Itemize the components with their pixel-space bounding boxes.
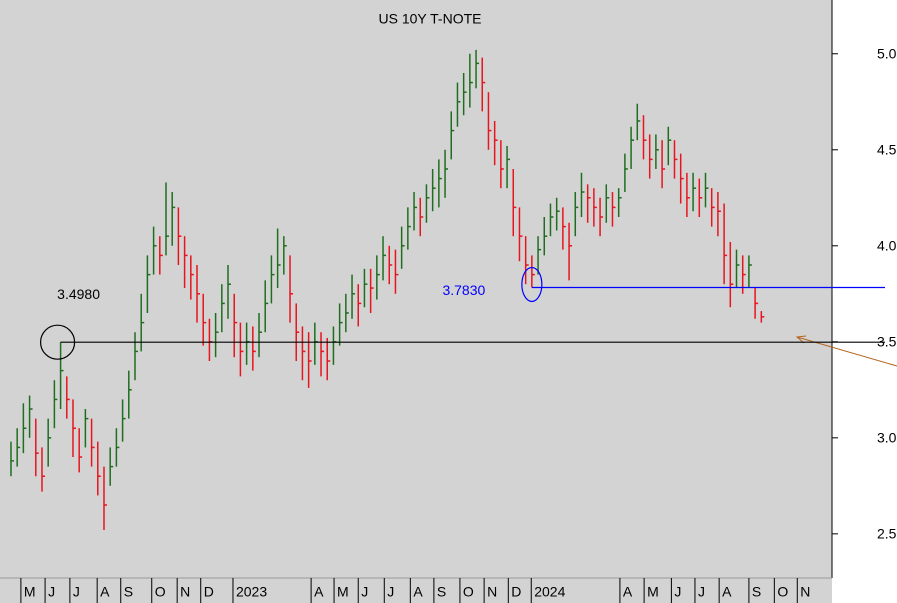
x-tick-label: O — [463, 584, 474, 600]
x-tick-label: N — [800, 584, 810, 600]
x-tick-label: J — [48, 584, 55, 600]
x-tick-label: D — [511, 584, 521, 600]
pointer-arrowhead — [795, 335, 807, 344]
y-tick-label: 3.5 — [877, 334, 897, 350]
x-tick-label: J — [361, 584, 368, 600]
x-tick-label: J — [698, 584, 705, 600]
x-tick-label: N — [180, 584, 190, 600]
x-tick-label: A — [722, 584, 732, 600]
x-tick-label: D — [204, 584, 214, 600]
y-tick-label: 5.0 — [877, 45, 897, 61]
x-tick-label: 2024 — [534, 584, 565, 600]
x-tick-label: S — [124, 584, 133, 600]
x-tick-label: 2023 — [236, 584, 267, 600]
x-tick-label: M — [337, 584, 349, 600]
plot-background — [0, 0, 832, 603]
highlight-circle — [39, 324, 76, 360]
y-tick-label: 3.0 — [877, 430, 897, 446]
x-tick-label: O — [777, 584, 788, 600]
x-tick-label: M — [24, 584, 36, 600]
x-tick-label: J — [73, 584, 80, 600]
x-tick-label: S — [752, 584, 761, 600]
x-tick-label: A — [100, 584, 110, 600]
level-label: 3.4980 — [57, 286, 100, 302]
x-tick-label: J — [387, 584, 394, 600]
chart-title: US 10Y T-NOTE — [379, 11, 482, 27]
x-tick-label: J — [674, 584, 681, 600]
x-tick-label: A — [314, 584, 324, 600]
x-tick-label: O — [155, 584, 166, 600]
x-tick-label: M — [647, 584, 659, 600]
y-tick-label: 4.5 — [877, 141, 897, 157]
x-tick-label: S — [437, 584, 446, 600]
x-tick-label: A — [623, 584, 633, 600]
y-tick-label: 4.0 — [877, 237, 897, 253]
x-tick-label: A — [413, 584, 423, 600]
level-label: 3.7830 — [442, 282, 485, 298]
x-tick-label: N — [487, 584, 497, 600]
y-tick-label: 2.5 — [877, 526, 897, 542]
highlight-ellipse — [521, 266, 543, 303]
